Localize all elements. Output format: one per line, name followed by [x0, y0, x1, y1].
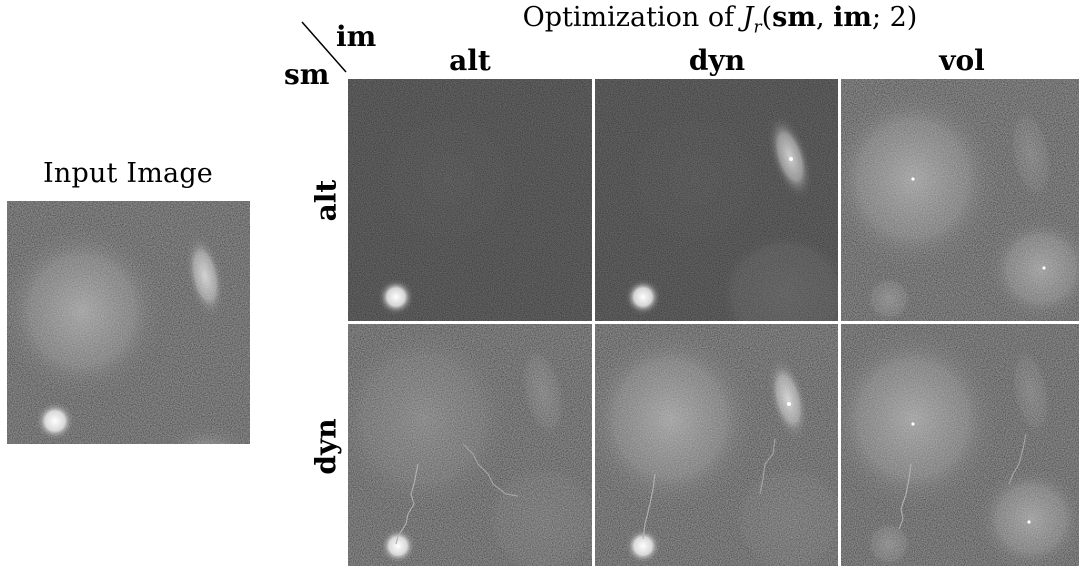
corner-column-axis-label: im [336, 20, 377, 53]
panel-alt-dyn [595, 79, 838, 321]
grid-title-var: J [742, 2, 754, 33]
panel-alt-vol-canvas [841, 79, 1079, 321]
panel-dyn-alt [348, 324, 592, 566]
panel-alt-alt-canvas [348, 79, 592, 321]
panel-alt-vol [841, 79, 1079, 321]
row-header-dyn: dyn [306, 326, 346, 566]
input-image-title: Input Image [43, 158, 213, 189]
panel-alt-dyn-canvas [595, 79, 838, 321]
input-image-canvas [7, 201, 250, 444]
row-header-alt-label: alt [309, 179, 343, 221]
column-header-dyn: dyn [688, 44, 746, 77]
panel-dyn-dyn [595, 324, 838, 566]
grid-title-arg-sm: sm [772, 2, 816, 33]
panel-dyn-dyn-canvas [595, 324, 838, 566]
corner-row-axis-label: sm [284, 58, 330, 91]
panel-dyn-alt-canvas [348, 324, 592, 566]
row-header-dyn-label: dyn [309, 417, 343, 475]
column-header-vol: vol [939, 44, 985, 77]
row-header-alt: alt [306, 80, 346, 320]
grid-title-sub: r [753, 17, 762, 38]
grid-title-args-rest: ; 2) [871, 2, 918, 33]
grid-title-open-paren: ( [761, 2, 773, 33]
grid-title-prefix: Optimization of [522, 2, 743, 33]
panel-alt-alt [348, 79, 592, 321]
grid-title: Optimization of Jr(sm, im; 2) [500, 2, 940, 37]
corner-divider [301, 21, 347, 73]
panel-dyn-vol [841, 324, 1079, 566]
input-image [7, 201, 250, 444]
column-header-alt: alt [449, 44, 491, 77]
grid-title-comma: , [815, 2, 834, 33]
panel-dyn-vol-canvas [841, 324, 1079, 566]
grid-title-arg-im: im [833, 2, 872, 33]
